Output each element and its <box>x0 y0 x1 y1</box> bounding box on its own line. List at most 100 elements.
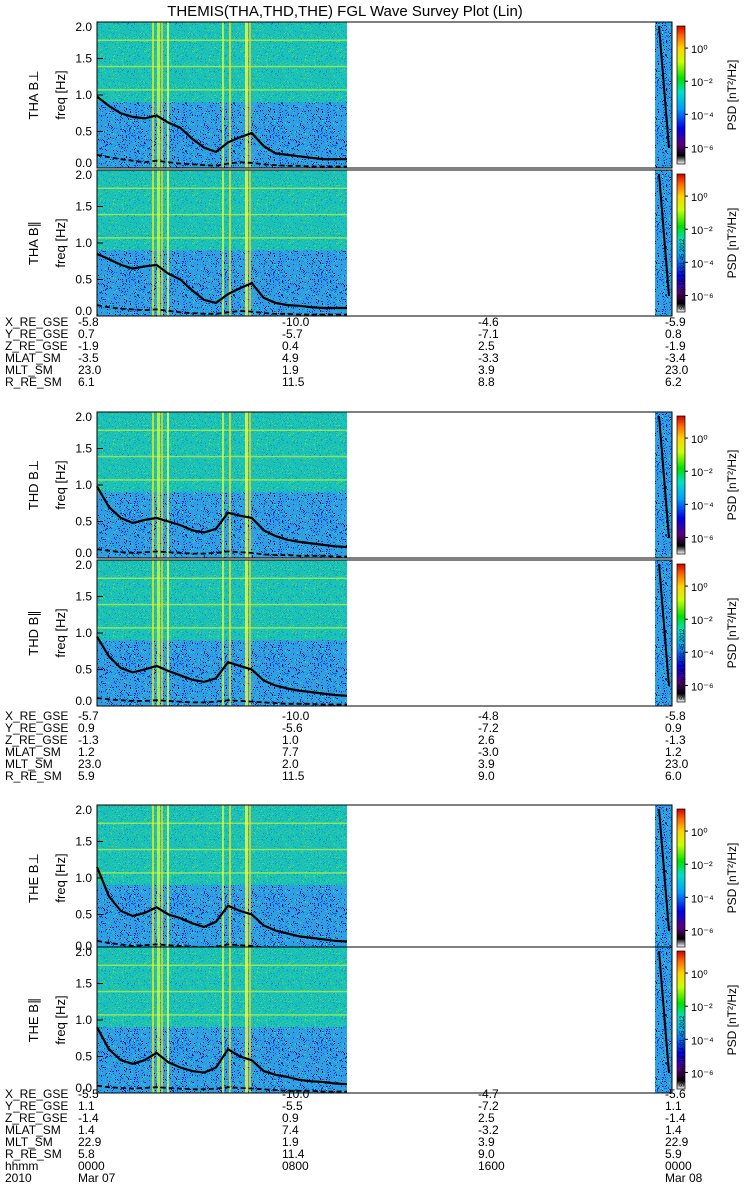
gyrofrequency-dashed-line <box>96 548 347 558</box>
ephemeris-value: -4.6 <box>478 315 499 329</box>
ephemeris-name: MLAT_SM <box>5 351 61 365</box>
y-tick-label: 1.0 <box>75 871 92 885</box>
burst-line <box>157 170 160 316</box>
y-tick-label: 1.5 <box>75 52 92 66</box>
gyrofrequency-dashed-line <box>96 1084 347 1093</box>
ephemeris-value: -1.3 <box>78 733 99 747</box>
y-axis-label: freq [Hz] <box>53 460 68 509</box>
ephemeris-value: -5.8 <box>665 709 686 723</box>
ephemeris-value: -3.2 <box>478 1123 499 1137</box>
burst-line <box>167 412 169 558</box>
ephemeris-value: 1.9 <box>282 363 299 377</box>
ephemeris-value: -7.1 <box>478 327 499 341</box>
panel-label: THE B⊥ <box>26 853 41 903</box>
ephemeris-value: -5.5 <box>282 1099 303 1113</box>
burst-line <box>249 412 251 558</box>
ephemeris-value: 0000 <box>78 1159 105 1173</box>
ephemeris-name: X_RE_GSE <box>5 1087 68 1101</box>
y-axis-label: freq [Hz] <box>53 218 68 267</box>
data-gap <box>347 412 655 558</box>
tail-curve <box>658 415 670 539</box>
ephemeris-value: 0.7 <box>78 327 95 341</box>
y-tick-label: 1.5 <box>75 200 92 214</box>
ephemeris-value: 3.9 <box>478 363 495 377</box>
generation-timestamp: Sun Sep 16 14:01:45 2012 <box>680 1015 686 1087</box>
ephemeris-value: -1.4 <box>665 1111 686 1125</box>
ephemeris-value: 0.9 <box>78 721 95 735</box>
gyrofrequency-line <box>96 95 347 161</box>
colorbar-label: PSD [nT²/Hz] <box>725 208 739 279</box>
burst-line <box>157 412 160 558</box>
gyrofrequency-dashed-line <box>96 304 347 316</box>
ephemeris-name: Z_RE_GSE <box>5 733 68 747</box>
colorbar-tick-label: 10⁻⁶ <box>691 1068 714 1080</box>
y-axis-label: freq [Hz] <box>53 853 68 902</box>
ephemeris-value: 11.5 <box>282 375 305 389</box>
ephemeris-value: -3.3 <box>478 351 499 365</box>
burst-line <box>245 412 248 558</box>
colorbar-label: PSD [nT²/Hz] <box>725 843 739 914</box>
burst-line <box>222 22 224 168</box>
colorbar-tick-label: 10⁻² <box>691 77 713 89</box>
ephemeris-value: 1.4 <box>665 1123 682 1137</box>
ephemeris-value: 5.8 <box>78 1147 95 1161</box>
data-gap <box>347 22 655 168</box>
burst-line <box>245 170 248 316</box>
burst-line <box>152 805 154 951</box>
ephemeris-value: -5.6 <box>665 1087 686 1101</box>
burst-line <box>245 560 248 706</box>
spectrogram-panel: 0.0 0.5 1.0 1.5 2.0 THA B⊥ freq [Hz] 10⁰ 10⁻² 10⁻… <box>26 20 739 170</box>
ephemeris-value: 9.0 <box>478 1147 495 1161</box>
burst-line <box>157 560 160 706</box>
colorbar-tick-label: 10⁻² <box>691 467 713 479</box>
burst-line <box>167 947 169 1093</box>
ephemeris-name: Z_RE_GSE <box>5 339 68 353</box>
ephemeris-value: 4.9 <box>282 351 299 365</box>
burst-line <box>222 412 224 558</box>
tail-curve <box>658 808 670 932</box>
burst-line <box>245 947 248 1093</box>
ephemeris-value: -5.7 <box>282 327 303 341</box>
y-tick-label: 0.5 <box>75 125 92 139</box>
ephemeris-value: -10.0 <box>282 709 310 723</box>
y-tick-label: 1.0 <box>75 478 92 492</box>
y-tick-label: 0.0 <box>75 694 92 708</box>
colorbar-label: PSD [nT²/Hz] <box>725 598 739 669</box>
data-gap <box>347 947 655 1093</box>
gyrofrequency-line <box>96 1026 348 1086</box>
colorbar-label: PSD [nT²/Hz] <box>725 60 739 131</box>
ephemeris-value: 9.0 <box>478 769 495 783</box>
colorbar-tick-label: 10⁻⁶ <box>691 291 714 303</box>
burst-line <box>222 170 224 316</box>
colorbar-tick-label: 10⁻⁶ <box>691 681 714 693</box>
colorbar-label: PSD [nT²/Hz] <box>725 985 739 1056</box>
ephemeris-name: R_RE_SM <box>5 1147 62 1161</box>
colorbar <box>676 950 686 1090</box>
burst-line <box>249 170 251 316</box>
ephemeris-value: 2.6 <box>478 733 495 747</box>
ephemeris-value: 23.0 <box>665 757 689 771</box>
colorbar <box>676 173 686 313</box>
panel-label: THD B⊥ <box>26 460 41 510</box>
burst-line <box>229 412 231 558</box>
ephemeris-value: -1.3 <box>665 733 686 747</box>
burst-line <box>222 805 224 951</box>
ephemeris-value: 3.9 <box>478 1135 495 1149</box>
y-axis-label: freq [Hz] <box>53 70 68 119</box>
colorbar-tick-label: 10⁻⁶ <box>691 926 714 938</box>
ephemeris-value: -7.2 <box>478 721 499 735</box>
tail-curve <box>658 563 670 687</box>
ephemeris-value: 23.0 <box>78 363 102 377</box>
ephemeris-value: 7.4 <box>282 1123 299 1137</box>
burst-line <box>161 170 163 316</box>
ephemeris-value: 3.9 <box>478 757 495 771</box>
y-tick-label: 0.5 <box>75 1050 92 1064</box>
y-tick-label: 0.5 <box>75 273 92 287</box>
ephemeris-name: Y_RE_GSE <box>5 721 68 735</box>
time-axis-start-date: Mar 07 <box>78 1171 116 1185</box>
ephemeris-value: -1.9 <box>665 339 686 353</box>
ephemeris-value: -3.0 <box>478 745 499 759</box>
y-tick-label: 2.0 <box>75 945 92 959</box>
colorbar-tick-label: 10⁰ <box>691 434 708 446</box>
